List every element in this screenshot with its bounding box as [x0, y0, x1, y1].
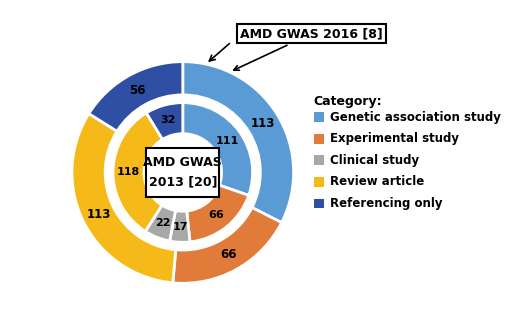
Wedge shape	[183, 103, 253, 195]
Text: 56: 56	[129, 83, 145, 97]
Wedge shape	[89, 62, 183, 131]
Wedge shape	[113, 113, 163, 232]
Bar	[314, 155, 323, 165]
Text: 17: 17	[173, 222, 188, 232]
Text: AMD GWAS: AMD GWAS	[144, 156, 222, 169]
Text: 66: 66	[209, 210, 224, 220]
Bar	[314, 198, 323, 209]
Text: Clinical study: Clinical study	[330, 154, 419, 167]
Bar	[314, 177, 323, 187]
Bar	[314, 112, 323, 122]
Text: 22: 22	[155, 218, 171, 228]
Wedge shape	[187, 185, 249, 242]
Text: 113: 113	[86, 208, 111, 221]
Text: 118: 118	[117, 167, 140, 177]
Bar	[314, 134, 323, 144]
Text: Review article: Review article	[330, 175, 425, 188]
Text: AMD GWAS 2016 [8]: AMD GWAS 2016 [8]	[234, 27, 383, 70]
Text: 32: 32	[161, 115, 176, 125]
Wedge shape	[145, 205, 175, 241]
Wedge shape	[72, 114, 176, 283]
Text: Experimental study: Experimental study	[330, 132, 459, 145]
Wedge shape	[183, 62, 294, 223]
Text: 113: 113	[251, 117, 275, 130]
Wedge shape	[146, 103, 183, 139]
Text: 111: 111	[215, 136, 238, 146]
Text: 2013 [20]: 2013 [20]	[148, 176, 217, 189]
Text: Genetic association study: Genetic association study	[330, 111, 501, 123]
Text: 66: 66	[220, 248, 236, 261]
Wedge shape	[170, 210, 190, 242]
FancyBboxPatch shape	[146, 148, 219, 197]
Text: Category:: Category:	[314, 95, 382, 108]
Wedge shape	[173, 208, 281, 283]
Text: Referencing only: Referencing only	[330, 197, 443, 210]
